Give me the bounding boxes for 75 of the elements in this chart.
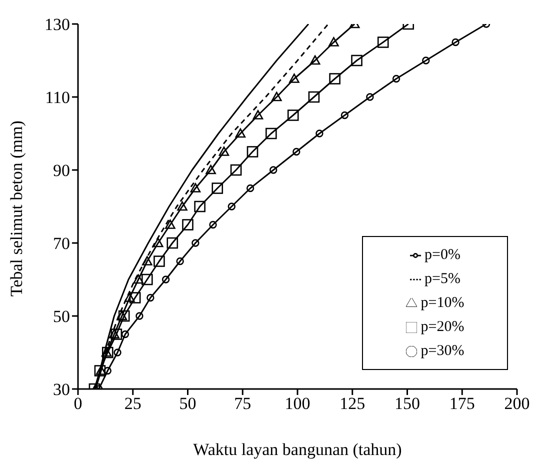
point [129, 292, 141, 304]
y-axis-title: Tebal selimut beton (mm) [7, 120, 26, 296]
point [230, 164, 242, 176]
y-tick-label: 130 [44, 15, 70, 34]
point [206, 164, 216, 174]
point [146, 294, 154, 302]
x-tick-label: 150 [394, 394, 420, 414]
point [136, 312, 144, 320]
point [289, 74, 300, 83]
y-tick-label: 50 [53, 307, 70, 326]
point [194, 200, 206, 212]
x-tick-label: 200 [504, 394, 530, 414]
x-tick-label: 75 [234, 394, 252, 414]
x-tick-label: 0 [74, 394, 82, 414]
point [165, 220, 176, 229]
x-tick-label: 100 [284, 394, 310, 414]
point [190, 183, 201, 192]
y-tick-label: 30 [53, 380, 70, 400]
point [110, 328, 122, 340]
point [287, 110, 299, 121]
x-tick-label: 175 [449, 394, 475, 414]
point [351, 54, 362, 66]
point [133, 274, 144, 284]
point [162, 276, 170, 284]
x-tick-label: 25 [124, 394, 142, 414]
point [252, 110, 264, 120]
point [142, 256, 152, 266]
legend-label: p=0% [424, 247, 460, 263]
point [228, 202, 236, 210]
point [328, 37, 339, 46]
point [182, 219, 194, 230]
point [176, 257, 184, 266]
point [154, 256, 165, 267]
point [270, 166, 278, 174]
point [209, 220, 217, 229]
point [422, 56, 430, 64]
point [235, 128, 246, 138]
point [377, 36, 389, 48]
point [109, 329, 120, 338]
y-tick-label: 70 [53, 234, 70, 254]
point [246, 146, 258, 158]
point [192, 239, 200, 247]
point [104, 366, 112, 375]
x-tick-label: 125 [340, 394, 366, 414]
point [141, 274, 153, 286]
x-axis-title: Waktu layan bangunan (tahun) [193, 440, 402, 460]
point [124, 292, 135, 302]
y-tick-label: 90 [53, 161, 70, 180]
legend-label: p=5% [424, 271, 460, 287]
legend-label: p=20% [420, 319, 464, 335]
point [316, 130, 324, 138]
point [452, 38, 460, 46]
point [329, 73, 340, 84]
y-tick-label: 110 [45, 88, 70, 108]
legend-label: p=10% [420, 295, 464, 311]
point [366, 93, 374, 101]
legend-label: p=30% [420, 343, 464, 359]
point [392, 74, 400, 83]
x-tick-label: 50 [179, 394, 196, 414]
point [218, 146, 230, 156]
point [118, 310, 130, 322]
point [246, 184, 254, 192]
point [166, 237, 178, 249]
point [212, 182, 224, 194]
point [272, 92, 282, 102]
point [114, 348, 122, 356]
point [266, 128, 277, 140]
point [308, 91, 320, 103]
point [116, 310, 128, 320]
point [340, 111, 349, 120]
point [292, 148, 300, 156]
point [310, 55, 320, 65]
point [121, 330, 130, 338]
point [152, 238, 164, 248]
point [177, 201, 188, 211]
